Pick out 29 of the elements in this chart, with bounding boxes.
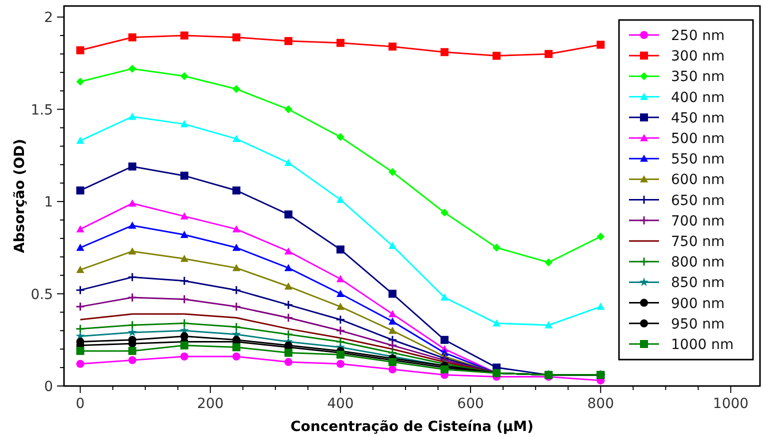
x-tick-label: 400: [327, 396, 354, 412]
legend-label: 900 nm: [671, 296, 725, 312]
y-tick-label: 1: [44, 194, 53, 211]
legend-label: 450 nm: [671, 110, 725, 126]
y-tick-label: 0: [44, 379, 53, 395]
legend-label: 600 nm: [671, 172, 725, 188]
legend-label: 500 nm: [671, 131, 725, 147]
legend-label: 1000 nm: [671, 337, 734, 353]
legend-label: 950 nm: [671, 316, 725, 332]
legend-label: 300 nm: [671, 48, 725, 65]
legend-label: 350 nm: [671, 69, 725, 86]
legend-label: 250 nm: [671, 28, 725, 44]
legend-label: 700 nm: [671, 213, 725, 230]
legend-label: 550 nm: [671, 152, 725, 168]
y-tick-label: 2: [44, 10, 53, 26]
x-tick-label: 600: [457, 396, 484, 412]
x-tick-label: 1000: [712, 396, 749, 412]
y-tick-label: 1.5: [30, 102, 53, 118]
legend-label: 650 nm: [671, 192, 725, 209]
legend-label: 850 nm: [671, 275, 725, 292]
y-tick-label: 0.5: [30, 286, 53, 303]
x-tick-label: 200: [196, 396, 224, 412]
legend-label: 800 nm: [671, 254, 725, 271]
legend-label: 400 nm: [671, 90, 725, 106]
x-tick-label: 0: [76, 396, 85, 412]
x-tick-label: 800: [587, 396, 614, 412]
legend-label: 750 nm: [671, 234, 725, 250]
x-axis-title: Concentração de Cisteína (μM): [290, 419, 534, 435]
y-axis-title: Absorção (OD): [12, 138, 28, 254]
